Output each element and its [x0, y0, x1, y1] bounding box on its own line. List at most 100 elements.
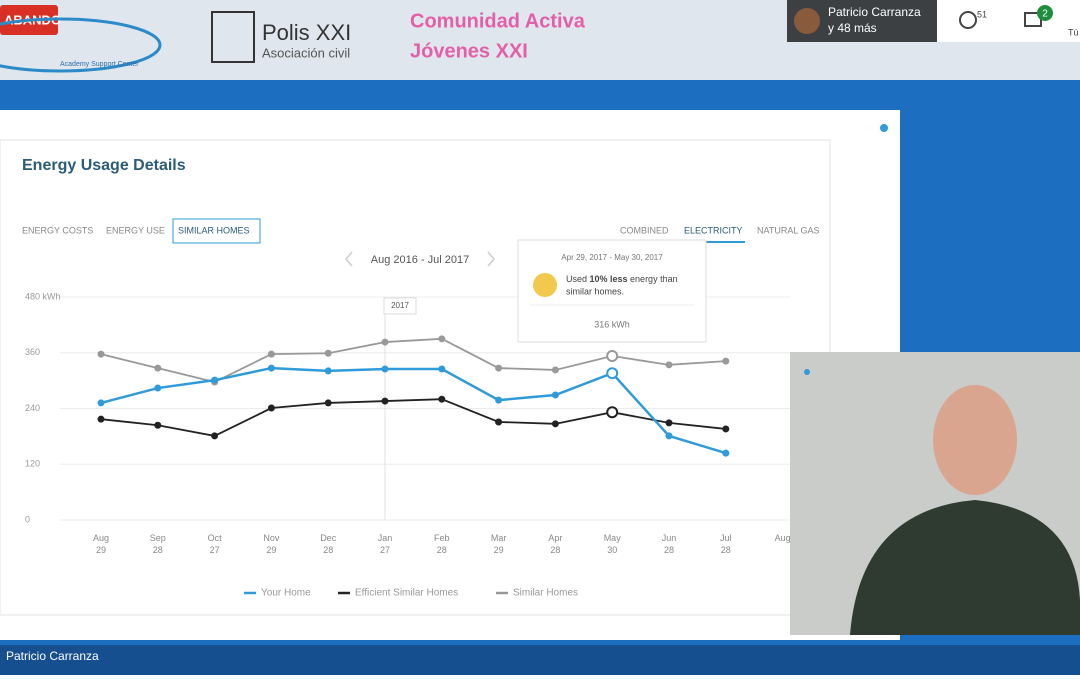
tooltip-text: energy than	[628, 274, 678, 284]
data-point	[665, 361, 673, 369]
x-tick-label: Oct 27	[208, 533, 223, 555]
tooltip-date: Apr 29, 2017 - May 30, 2017	[561, 253, 663, 262]
tab[interactable]: COMBINED	[620, 225, 669, 235]
participants-icon[interactable]	[959, 11, 977, 29]
polis-title: Polis XXI	[262, 20, 351, 45]
speaker-video	[790, 352, 1080, 635]
y-tick-label: 0	[25, 514, 30, 524]
legend-label: Similar Homes	[513, 588, 578, 599]
x-tick-label: Apr 28	[548, 533, 562, 555]
tab[interactable]: SIMILAR HOMES	[178, 225, 250, 235]
legend-label: Your Home	[261, 588, 311, 599]
period-label: Aug 2016 - Jul 2017	[371, 254, 469, 266]
data-point	[438, 365, 446, 373]
data-point	[97, 350, 105, 358]
smiley-icon	[533, 273, 557, 297]
tab[interactable]: ENERGY COSTS	[22, 225, 93, 235]
speaker-head	[933, 385, 1017, 495]
video-dot	[804, 369, 810, 375]
data-point	[324, 349, 332, 357]
presenter-avatar	[794, 8, 820, 34]
data-point	[381, 365, 389, 373]
slide-dot	[880, 124, 888, 132]
legend-label: Efficient Similar Homes	[355, 588, 458, 599]
tab-active-box	[172, 218, 261, 244]
community-title: Comunidad Activa	[410, 10, 586, 32]
data-point	[606, 367, 619, 380]
prev-arrow[interactable]	[345, 251, 353, 267]
data-point	[551, 391, 559, 399]
tooltip: Apr 29, 2017 - May 30, 2017 Used 10% les…	[517, 239, 707, 343]
plot: 0 120 240 360 480 kWh 2017 Aug 29 Sep 28 Oct 27 Nov 2…	[25, 291, 791, 598]
tooltip-line-2: similar homes.	[566, 286, 624, 296]
name-bar	[0, 645, 1080, 675]
x-tick-label: Jan 27	[378, 533, 393, 555]
x-tick-label: Jun 28	[662, 533, 677, 555]
x-tick-label: Aug 29	[93, 533, 109, 555]
card-title: Energy Usage Details	[22, 157, 186, 174]
tab[interactable]: ELECTRICITY	[684, 225, 743, 235]
you-label: Tú	[1068, 27, 1079, 37]
y-tick-label: 240	[25, 403, 40, 413]
series-line	[100, 398, 726, 437]
x-tick-label: Jul 28	[720, 533, 732, 555]
x-tick-label: Aug	[775, 533, 791, 543]
call-controls	[937, 0, 1080, 42]
data-point	[381, 397, 389, 405]
x-tick-label: Feb 28	[434, 533, 450, 555]
year-box	[383, 297, 417, 315]
next-arrow[interactable]	[487, 251, 495, 267]
data-point	[665, 419, 673, 427]
tooltip-text: Used	[566, 274, 590, 284]
data-point	[381, 338, 389, 346]
chat-count: 2	[1042, 9, 1048, 20]
data-point	[722, 357, 730, 365]
data-point	[722, 449, 730, 457]
data-point	[211, 432, 219, 440]
year-label: 2017	[391, 301, 409, 310]
data-point	[154, 364, 162, 372]
y-tick-label: 360	[25, 347, 40, 357]
x-tick-label: Dec 28	[320, 533, 337, 555]
data-point	[495, 364, 503, 372]
x-tick-label: May 30	[604, 533, 622, 555]
polis-logo	[211, 11, 255, 63]
data-point	[722, 425, 730, 433]
tooltip-line-1: Used 10% less energy than	[566, 274, 678, 284]
data-point	[606, 350, 619, 363]
series-line	[100, 337, 726, 383]
presenter-others: y 48 más	[828, 21, 877, 35]
data-point	[154, 421, 162, 429]
data-point	[665, 432, 673, 440]
tab[interactable]: ENERGY USE	[106, 225, 165, 235]
data-point	[551, 420, 559, 428]
polis-subtitle: Asociación civil	[262, 45, 350, 60]
data-point	[438, 335, 446, 343]
data-point	[495, 396, 503, 404]
tooltip-highlight: 10% less	[590, 274, 628, 284]
data-point	[438, 395, 446, 403]
speaker-body	[850, 500, 1080, 635]
y-tick-label: 120	[25, 459, 40, 469]
tooltip-value: 316 kWh	[594, 319, 630, 329]
data-point	[324, 399, 332, 407]
speaker-name: Patricio Carranza	[6, 649, 99, 663]
data-point	[495, 418, 503, 426]
data-point	[97, 415, 105, 423]
data-point	[211, 376, 219, 384]
tabs-left: ENERGY COSTS ENERGY USE SIMILAR HOMES	[22, 218, 261, 244]
data-point	[267, 364, 275, 372]
community-subtitle: Jóvenes XXI	[410, 40, 528, 62]
y-tick-label: 480 kWh	[25, 291, 61, 301]
presenter-name: Patricio Carranza	[828, 5, 921, 19]
academy-logo	[0, 17, 162, 73]
academy-label: Academy Support Center	[60, 61, 139, 68]
data-point	[267, 350, 275, 358]
data-point	[606, 406, 619, 419]
data-point	[324, 367, 332, 375]
participants-count: 51	[977, 9, 987, 19]
data-point	[551, 366, 559, 374]
data-point	[154, 384, 162, 392]
tab[interactable]: NATURAL GAS	[757, 225, 820, 235]
